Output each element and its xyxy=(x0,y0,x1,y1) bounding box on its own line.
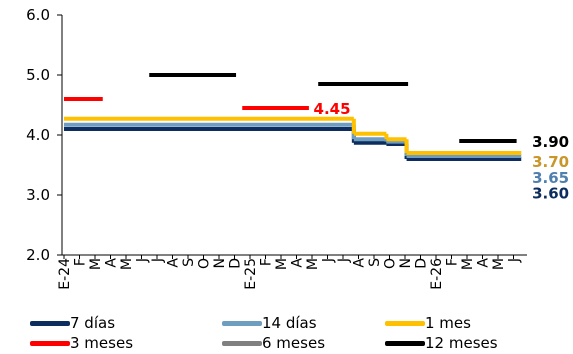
x-tick-label: M xyxy=(88,258,104,270)
y-tick-label: 5.0 xyxy=(26,66,50,84)
legend-item: 7 días xyxy=(30,313,115,333)
x-tick-label: A xyxy=(290,258,306,268)
legend-swatch xyxy=(222,320,262,326)
data-label: 3.65 xyxy=(532,169,569,187)
data-label: 3.90 xyxy=(532,133,569,151)
y-tick-label: 2.0 xyxy=(26,246,50,264)
legend-swatch xyxy=(385,320,425,326)
y-tick-label: 4.0 xyxy=(26,126,50,144)
y-axis-ticks: 2.0 3.0 4.0 5.0 6.0 xyxy=(26,6,62,264)
legend-label: 12 meses xyxy=(425,334,498,352)
legend-label: 1 mes xyxy=(425,314,471,332)
x-tick-label: E-25 xyxy=(243,258,259,290)
legend-item: 3 meses xyxy=(30,333,133,353)
x-tick-label: S xyxy=(181,258,197,267)
data-label: 4.45 xyxy=(314,100,351,118)
x-tick-label: E-26 xyxy=(429,258,445,290)
data-label: 3.70 xyxy=(532,153,569,171)
x-tick-label: N xyxy=(212,258,228,268)
y-tick-label: 3.0 xyxy=(26,186,50,204)
x-tick-label: J xyxy=(507,258,523,263)
x-tick-label: S xyxy=(367,258,383,267)
legend-label: 14 días xyxy=(262,314,317,332)
legend-item: 12 meses xyxy=(385,333,498,353)
legend-item: 1 mes xyxy=(385,313,471,333)
x-tick-label: M xyxy=(460,258,476,270)
y-tick-label: 6.0 xyxy=(26,6,50,24)
legend: 7 días 14 días 1 mes 3 meses 6 meses 12 meses xyxy=(0,312,573,354)
legend-item: 14 días xyxy=(222,313,317,333)
data-labels: 4.45 3.90 3.703.653.60 xyxy=(314,100,570,203)
x-tick-label: D xyxy=(414,258,430,269)
x-tick-label: J xyxy=(336,258,352,263)
legend-swatch xyxy=(30,320,70,326)
x-tick-label: F xyxy=(73,258,89,266)
x-tick-label: J xyxy=(135,258,151,263)
x-tick-label: O xyxy=(383,258,399,269)
legend-swatch xyxy=(385,340,425,346)
x-tick-label: M xyxy=(119,258,135,270)
x-tick-label: N xyxy=(398,258,414,268)
x-tick-label: J xyxy=(150,258,166,263)
legend-label: 6 meses xyxy=(262,334,326,352)
x-tick-label: M xyxy=(274,258,290,270)
x-tick-label: J xyxy=(321,258,337,263)
legend-label: 7 días xyxy=(70,314,116,332)
legend-swatch xyxy=(222,340,262,346)
x-axis-ticks: E-24 F M A M J J A S O N D E-25 F M A M J J A S O N D E-26 F M A M J xyxy=(57,255,523,290)
x-tick-label: A xyxy=(352,258,368,268)
x-tick-label: A xyxy=(476,258,492,268)
x-tick-label: M xyxy=(305,258,321,270)
legend-item: 6 meses xyxy=(222,333,325,353)
x-tick-label: F xyxy=(259,258,275,266)
x-tick-label: M xyxy=(491,258,507,270)
x-tick-label: A xyxy=(104,258,120,268)
data-label: 3.60 xyxy=(532,185,569,203)
legend-swatch xyxy=(30,340,70,346)
series-layer xyxy=(64,73,522,161)
x-tick-label: A xyxy=(166,258,182,268)
legend-label: 3 meses xyxy=(70,334,134,352)
x-tick-label: E-24 xyxy=(57,258,73,290)
x-tick-label: O xyxy=(197,258,213,269)
x-tick-label: F xyxy=(445,258,461,266)
x-tick-label: D xyxy=(228,258,244,269)
